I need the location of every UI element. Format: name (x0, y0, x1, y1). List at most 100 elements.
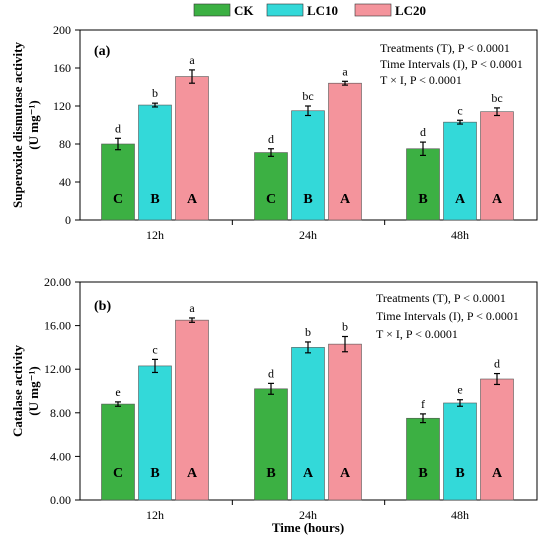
panel-b-x-axis: 12h 24h 48h (146, 500, 469, 522)
panel-a-letter-above: c (457, 103, 462, 117)
panel-a-bars: d Cb Ba Ad Cbc Ba Ad Bc Abc A (101, 53, 514, 221)
panel-b-bars: e Cc Ba Ad Bb Ab Af Be Bd A (101, 301, 514, 501)
panel-b-letter-above: c (152, 342, 157, 356)
panel-a-bar (175, 76, 209, 221)
panel-b-letter-above: f (421, 397, 425, 411)
panel-a-xtick-label: 24h (299, 228, 317, 242)
panel-a-annotations: Treatments (T), P < 0.0001 Time Interval… (380, 41, 523, 87)
legend-label-lc10: LC10 (307, 3, 338, 18)
panel-b-annotation-treatments: Treatments (T), P < 0.0001 (376, 291, 506, 305)
panel-b-letter-above: d (268, 366, 274, 380)
panel-b-annotations: Treatments (T), P < 0.0001 Time Interval… (376, 291, 519, 341)
panel-a-ytick-label: 120 (53, 99, 71, 113)
panel-a-letter-above: b (152, 86, 158, 100)
legend-label-ck: CK (234, 3, 254, 18)
panel-a-bar (138, 104, 172, 221)
panel-a-annotation-treatments: Treatments (T), P < 0.0001 (380, 41, 510, 55)
panel-a-letter-inside: B (303, 192, 312, 207)
panel-b-letter-inside: B (150, 466, 159, 481)
panel-a-ytick-label: 160 (53, 61, 71, 75)
panel-a-annotation-time: Time Intervals (I), P < 0.0001 (380, 57, 523, 71)
panel-b-bar (443, 402, 477, 501)
panel-b-label: (b) (94, 299, 111, 314)
panel-b-ytick-label: 20.00 (44, 275, 71, 289)
panel-a-sod: (a) Treatments (T), P < 0.0001 Time Inte… (10, 23, 538, 242)
panel-a-letter-inside: C (266, 192, 276, 207)
panel-a-letter-inside: A (455, 192, 466, 207)
panel-b-bar (138, 365, 172, 501)
panel-a-bar (291, 110, 325, 221)
panel-a-ytick-label: 40 (59, 175, 71, 189)
panel-b-letter-inside: A (340, 466, 351, 481)
panel-a-ylabel-line2: (U mg⁻¹) (26, 100, 41, 149)
panel-b-letter-above: b (305, 325, 311, 339)
panel-b-letter-inside: A (303, 466, 314, 481)
panel-b-y-axis: 0.00 4.00 8.00 12.00 16.00 20.00 (44, 275, 80, 507)
panel-a-label: (a) (94, 44, 111, 59)
panel-b-xtick-label: 12h (146, 508, 164, 522)
panel-a-x-axis: 12h 24h 48h (146, 220, 469, 242)
panel-a-letter-above: d (268, 132, 274, 146)
panel-a-bar (480, 111, 514, 221)
panel-b-ytick-label: 8.00 (50, 406, 71, 420)
legend-swatch-lc10 (266, 3, 304, 17)
panel-b-annotation-time: Time Intervals (I), P < 0.0001 (376, 309, 519, 323)
panel-b-bar (254, 388, 288, 501)
panel-a-bar (406, 148, 440, 221)
panel-b-ytick-label: 4.00 (50, 449, 71, 463)
legend-label-lc20: LC20 (395, 3, 426, 18)
panel-a-letter-above: bc (491, 91, 502, 105)
legend-swatch-lc20 (354, 3, 392, 17)
panel-b-ylabel-line2: (U mg⁻¹) (26, 366, 41, 415)
panel-b-bar (175, 319, 209, 501)
panel-a-annotation-interaction: T × I, P < 0.0001 (380, 73, 462, 87)
panel-b-letter-inside: B (266, 466, 275, 481)
panel-a-letter-inside: A (340, 192, 351, 207)
panel-a-letter-inside: B (418, 192, 427, 207)
panel-a-xtick-label: 48h (451, 228, 469, 242)
panel-b-letter-above: d (494, 357, 500, 371)
panel-b-letter-above: b (342, 320, 348, 334)
panel-b-letter-above: e (115, 385, 120, 399)
panel-a-ytick-label: 200 (53, 23, 71, 37)
panel-a-letter-above: a (189, 53, 195, 67)
panel-a-ytick-label: 0 (65, 213, 71, 227)
panel-a-bar (328, 82, 362, 221)
panel-b-letter-inside: B (455, 466, 464, 481)
panel-b-ytick-label: 12.00 (44, 362, 71, 376)
panel-a-ylabel-line1: Superoxide dismutase activity (10, 42, 25, 208)
panel-b-ylabel-line1: Catalase activity (10, 344, 25, 437)
panel-b-catalase: (b) Treatments (T), P < 0.0001 Time Inte… (10, 275, 538, 535)
panel-a-letter-above: d (115, 121, 121, 135)
panel-b-letter-above: a (189, 301, 195, 315)
panel-b-xtick-label: 48h (451, 508, 469, 522)
panel-b-letter-inside: B (418, 466, 427, 481)
panel-b-ytick-label: 16.00 (44, 319, 71, 333)
panel-a-y-axis: 0 40 80 120 160 200 (53, 23, 80, 227)
panel-b-xlabel: Time (hours) (272, 520, 344, 535)
panel-a-bar (443, 121, 477, 221)
panel-b-bar (291, 347, 325, 501)
panel-b-ytick-label: 0.00 (50, 493, 71, 507)
panel-a-letter-inside: C (113, 192, 123, 207)
panel-a-letter-above: bc (302, 89, 313, 103)
panel-a-letter-above: d (420, 125, 426, 139)
panel-a-ytick-label: 80 (59, 137, 71, 151)
panel-a-xtick-label: 12h (146, 228, 164, 242)
panel-b-letter-inside: A (187, 466, 198, 481)
legend-swatch-ck (193, 3, 231, 17)
panel-a-letter-above: a (342, 64, 348, 78)
panel-b-bar (406, 417, 440, 501)
panel-b-bar (480, 378, 514, 501)
panel-b-annotation-interaction: T × I, P < 0.0001 (376, 327, 458, 341)
legend: CK LC10 LC20 (193, 3, 426, 18)
panel-b-xtick-label: 24h (299, 508, 317, 522)
panel-a-letter-inside: A (187, 192, 198, 207)
panel-b-letter-above: e (457, 383, 462, 397)
panel-a-bar (101, 143, 135, 221)
panel-b-letter-inside: C (113, 466, 123, 481)
panel-b-bar (101, 403, 135, 501)
panel-a-letter-inside: A (492, 192, 503, 207)
panel-a-letter-inside: B (150, 192, 159, 207)
